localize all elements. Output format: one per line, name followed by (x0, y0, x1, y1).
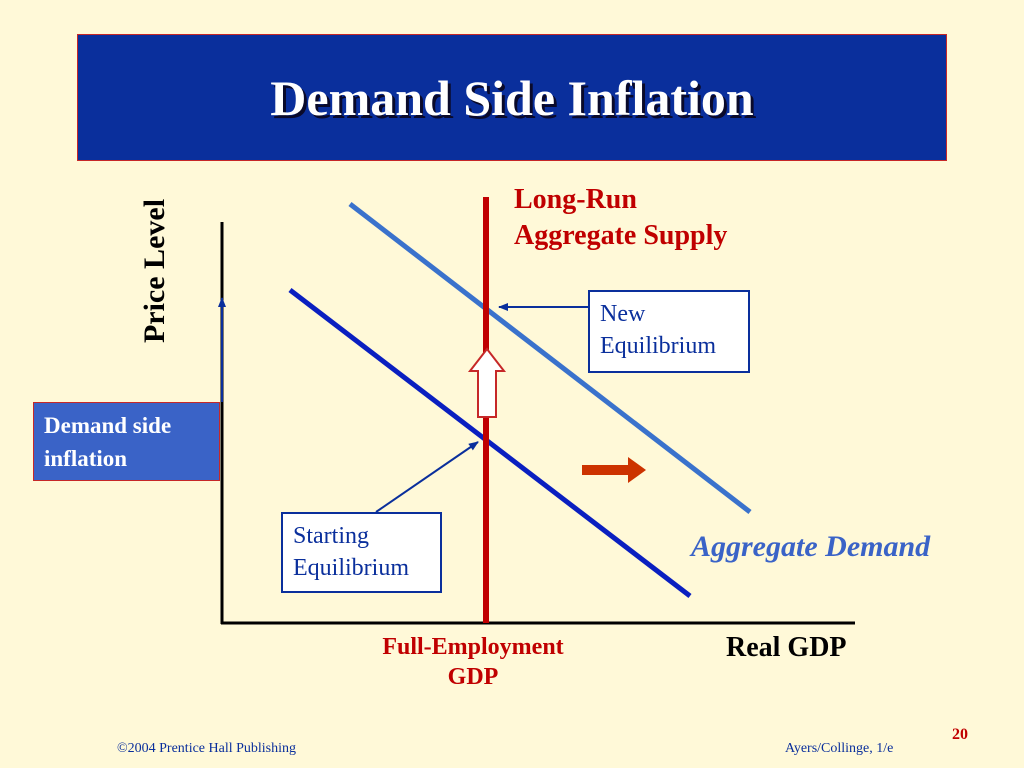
starting-equilibrium-line2: Equilibrium (293, 555, 409, 581)
x-axis-label: Real GDP (726, 632, 847, 663)
starting-equilibrium-line1: Starting (293, 523, 369, 549)
demand-side-line1: Demand side (44, 413, 172, 438)
aggregate-demand-new-curve (348, 202, 752, 514)
full-employment-gdp-label: Full-Employment GDP (382, 632, 563, 692)
aggregate-demand-original-curve (288, 288, 692, 598)
full-employment-line1: Full-Employment (382, 634, 564, 660)
y-axis-label: Price Level (138, 198, 171, 344)
new-equilibrium-line2: Equilibrium (600, 333, 716, 359)
page-number: 20 (952, 726, 968, 743)
new-equilibrium-line1: New (600, 301, 646, 327)
lras-label: Long-Run Aggregate Supply (514, 182, 727, 254)
lras-label-line1: Long-Run (514, 184, 637, 215)
slide-title: Demand Side Inflation (270, 69, 754, 126)
title-bar: Demand Side Inflation (77, 34, 947, 161)
demand-side-line2: inflation (44, 446, 128, 471)
full-employment-line2: GDP (447, 664, 499, 690)
starting-equilibrium-callout: Starting Equilibrium (281, 512, 442, 593)
aggregate-demand-label: Aggregate Demand (691, 530, 931, 563)
lras-label-line2: Aggregate Supply (514, 220, 728, 251)
demand-shift-arrow-icon (582, 457, 646, 483)
footer-edition: Ayers/Collinge, 1/e (785, 741, 894, 756)
footer-copyright: ©2004 Prentice Hall Publishing (117, 741, 297, 756)
demand-side-inflation-callout: Demand side inflation (33, 402, 220, 481)
price-rise-arrow-icon (467, 347, 507, 418)
new-equilibrium-callout: New Equilibrium (588, 290, 750, 373)
starting-equilibrium-pointer (375, 441, 479, 513)
